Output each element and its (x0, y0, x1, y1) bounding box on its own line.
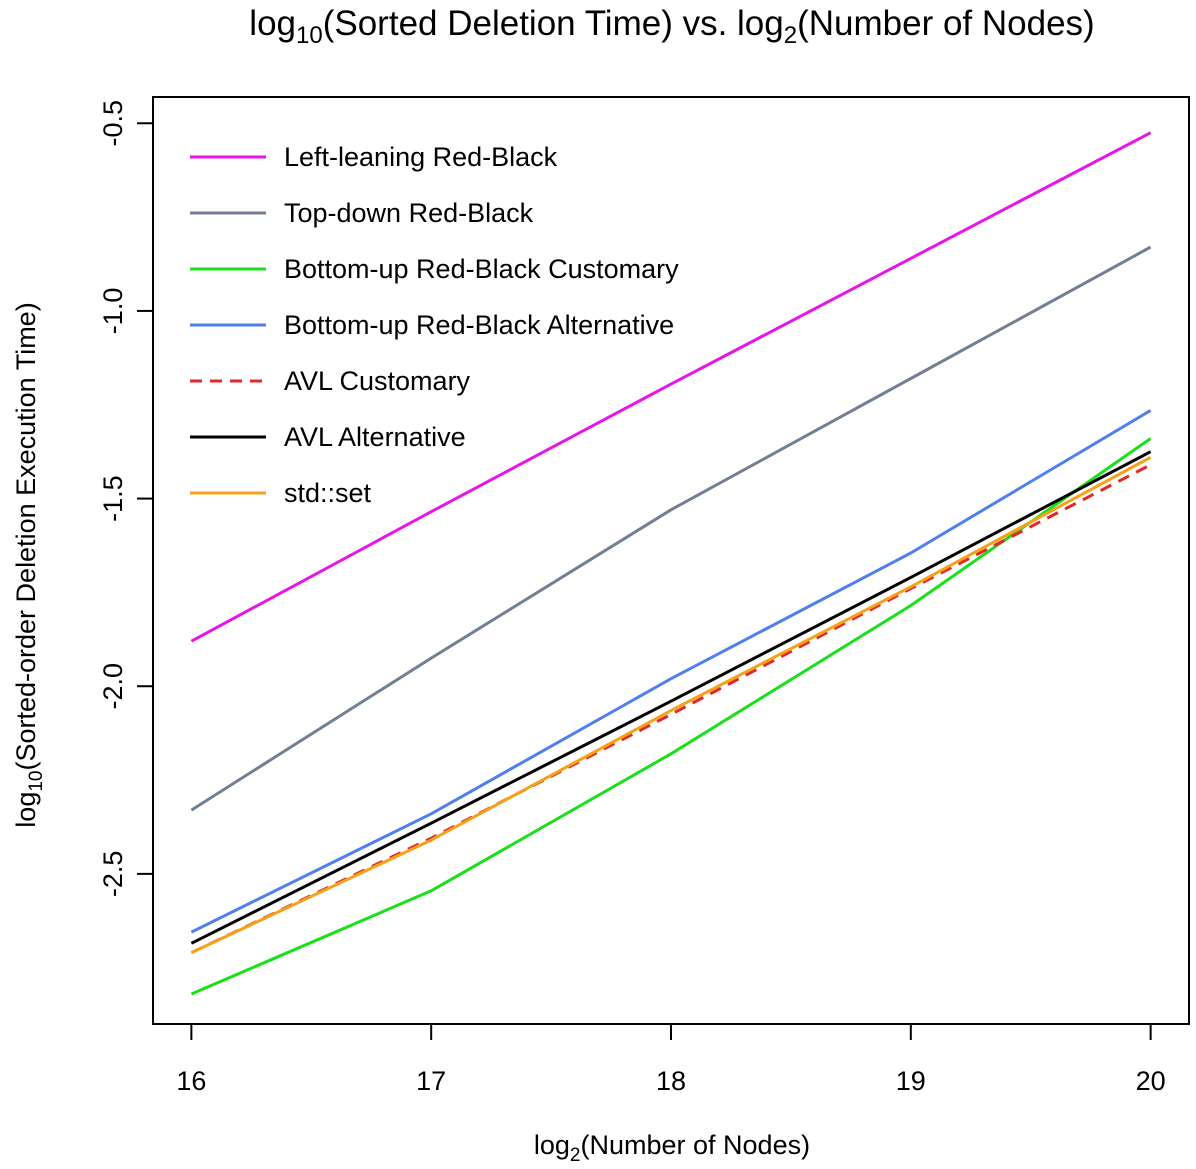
x-tick-label: 19 (896, 1066, 926, 1096)
legend-item-left-leaning-red-black: Left-leaning Red-Black (190, 142, 558, 172)
series-group (190, 131, 1152, 996)
x-tick-label: 18 (656, 1066, 686, 1096)
legend-label: AVL Alternative (284, 422, 466, 452)
legend-item-top-down-red-black: Top-down Red-Black (190, 198, 534, 228)
y-tick-label: -1.5 (98, 475, 128, 522)
legend-item-avl-alternative: AVL Alternative (190, 422, 466, 452)
x-tick-label: 20 (1136, 1066, 1166, 1096)
chart-title: log10(Sorted Deletion Time) vs. log2(Num… (249, 4, 1094, 49)
series-line-avl-alternative (190, 450, 1152, 945)
x-tick-label: 17 (416, 1066, 446, 1096)
legend: Left-leaning Red-Black Top-down Red-Black… (190, 142, 679, 508)
legend-label: Bottom-up Red-Black Alternative (284, 310, 674, 340)
series-line-bottom-up-red-black-customary (190, 437, 1152, 996)
y-axis-label: log10(Sorted-order Deletion Execution Ti… (11, 302, 47, 827)
y-tick-label: -1.0 (98, 288, 128, 335)
y-tick-label: -2.5 (98, 851, 128, 898)
y-tick-label: -2.0 (98, 663, 128, 710)
x-tick-label: 16 (176, 1066, 206, 1096)
x-axis: 16 17 18 19 20 (176, 1023, 1166, 1096)
legend-label: AVL Customary (284, 366, 471, 396)
legend-item-avl-customary: AVL Customary (190, 366, 471, 396)
y-axis: -0.5 -1.0 -1.5 -2.0 -2.5 (98, 100, 154, 898)
legend-label: Left-leaning Red-Black (284, 142, 558, 172)
series-line-std-set (190, 455, 1152, 955)
legend-item-bottom-up-red-black-customary: Bottom-up Red-Black Customary (190, 254, 679, 284)
legend-item-bottom-up-red-black-alternative: Bottom-up Red-Black Alternative (190, 310, 674, 340)
legend-label: std::set (284, 478, 372, 508)
x-axis-label: log2(Number of Nodes) (534, 1130, 810, 1166)
legend-label: Top-down Red-Black (284, 198, 534, 228)
series-line-top-down-red-black (190, 245, 1152, 812)
legend-item-std-set: std::set (190, 478, 372, 508)
series-line-bottom-up-red-black-alternative (190, 409, 1152, 934)
legend-label: Bottom-up Red-Black Customary (284, 254, 679, 284)
y-tick-label: -0.5 (98, 100, 128, 147)
series-line-left-leaning-red-black (190, 131, 1152, 643)
